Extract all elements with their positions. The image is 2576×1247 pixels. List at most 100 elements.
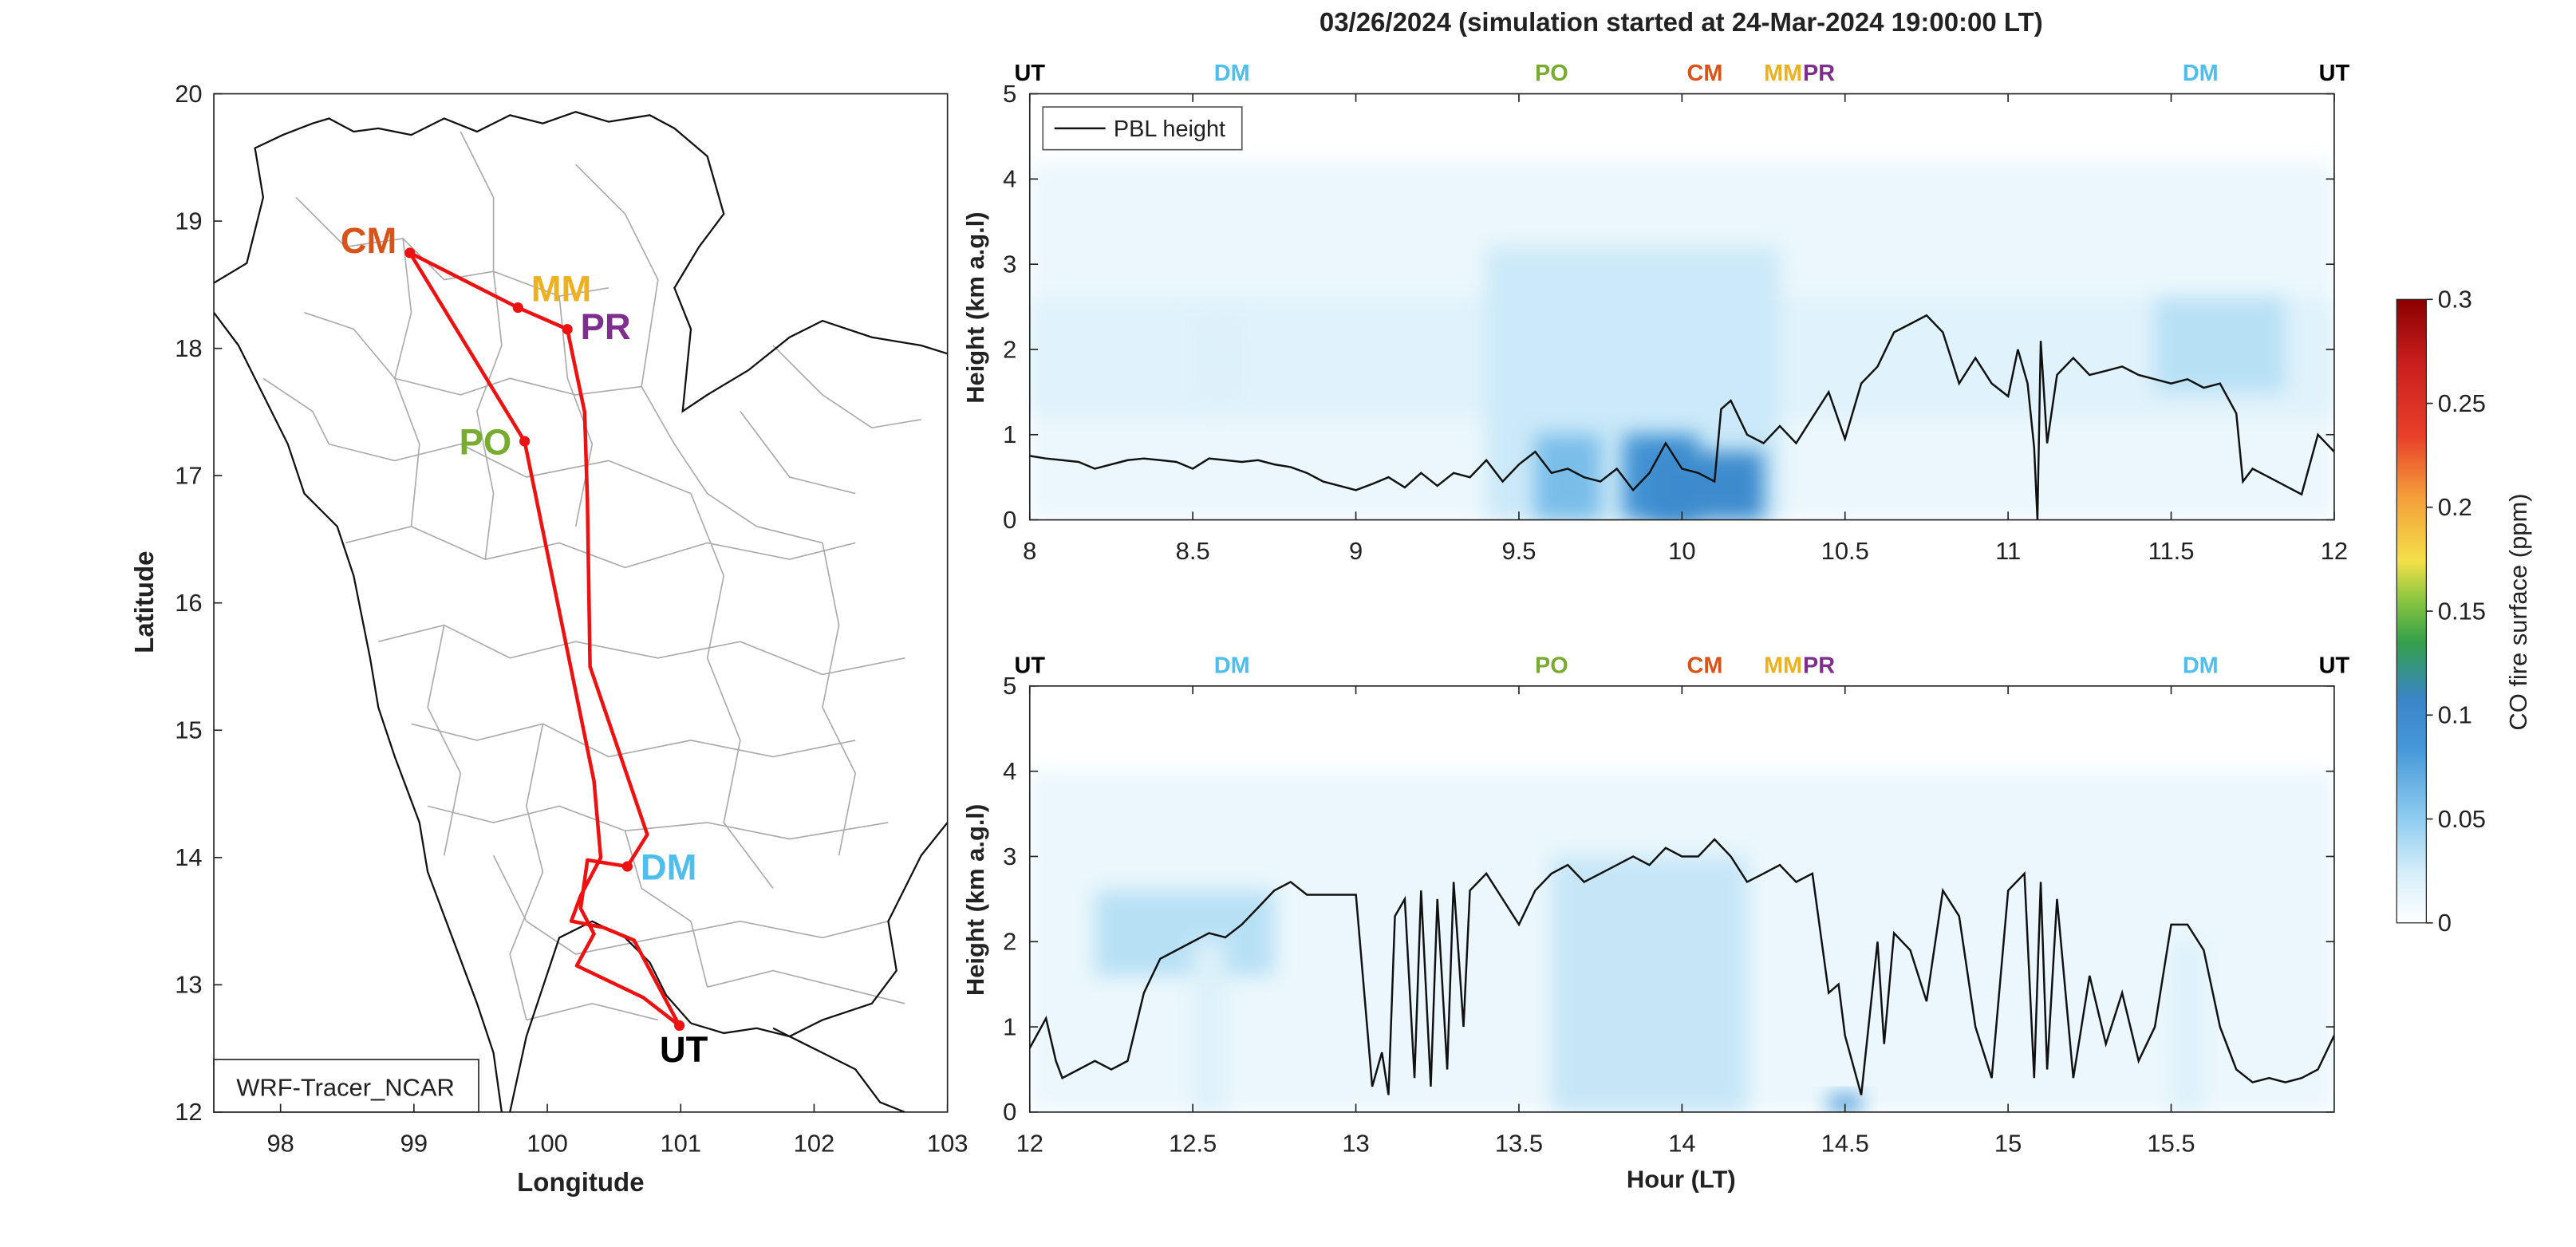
map-xtick-label: 102 bbox=[794, 1129, 835, 1157]
ytick-label: 2 bbox=[1003, 928, 1016, 956]
province-boundaries bbox=[262, 131, 921, 1021]
station-label-mm: MM bbox=[531, 268, 592, 309]
station-marker-dm: DM bbox=[1214, 653, 1250, 678]
co-cell bbox=[1535, 434, 1601, 520]
xtick-label: 9.5 bbox=[1501, 537, 1536, 565]
station-dot-ut bbox=[673, 1020, 685, 1032]
xtick-label: 15 bbox=[1994, 1129, 2022, 1157]
station-marker-pr: PR bbox=[1803, 61, 1835, 86]
map-ytick-label: 13 bbox=[175, 971, 202, 999]
co-cell bbox=[2171, 941, 2204, 1112]
colorbar-tick-label: 0.1 bbox=[2438, 701, 2472, 729]
map-xtick-label: 98 bbox=[266, 1129, 294, 1157]
xtick-label: 8.5 bbox=[1176, 537, 1210, 565]
map-xtick-label: 101 bbox=[660, 1129, 701, 1157]
colorbar-gradient bbox=[2396, 298, 2427, 924]
xtick-label: 14 bbox=[1668, 1129, 1695, 1157]
legend: PBL height bbox=[1042, 106, 1243, 151]
co-cell bbox=[1193, 315, 1242, 401]
map-ylabel: Latitude bbox=[129, 551, 159, 653]
xtick-label: 12 bbox=[1016, 1129, 1043, 1157]
legend-label: PBL height bbox=[1114, 116, 1225, 142]
station-dot-pr bbox=[562, 324, 573, 335]
map-ticks: 98 99 100 101 102 103 12 13 14 15 16 17 18 19 20 bbox=[175, 80, 968, 1158]
xtick-label: 14.5 bbox=[1821, 1129, 1869, 1157]
co-cell bbox=[2155, 298, 2286, 393]
colorbar: 0 0.05 0.1 0.15 0.2 0.25 0.3 CO fire surface (… bbox=[2396, 286, 2532, 937]
xtick-label: 12 bbox=[2321, 537, 2348, 565]
co-cell bbox=[1828, 1095, 1862, 1112]
station-marker-cm: CM bbox=[1687, 653, 1723, 678]
top-station-markers: UT DM PO CM MM PR DM UT bbox=[1015, 61, 2350, 86]
co-cell bbox=[1193, 941, 1226, 1112]
bottom-co-field bbox=[1029, 771, 2334, 1112]
top-pbl-line bbox=[1029, 314, 2334, 520]
ytick-label: 5 bbox=[1003, 672, 1016, 700]
map-ytick-label: 20 bbox=[175, 80, 202, 108]
map-xtick-label: 103 bbox=[927, 1129, 968, 1157]
station-marker-cm: CM bbox=[1687, 61, 1723, 86]
top-ylabel: Height (km a.g.l) bbox=[961, 211, 989, 403]
bottom-xlabel: Hour (LT) bbox=[1627, 1166, 1736, 1194]
colorbar-tick-label: 0 bbox=[2438, 909, 2452, 937]
xtick-label: 13.5 bbox=[1495, 1129, 1543, 1157]
xtick-label: 12.5 bbox=[1169, 1129, 1217, 1157]
bottom-pbl-line bbox=[1029, 838, 2334, 1095]
map-ytick-label: 12 bbox=[175, 1098, 202, 1126]
ytick-label: 3 bbox=[1003, 250, 1016, 278]
ytick-label: 0 bbox=[1003, 1098, 1016, 1126]
map-frame bbox=[213, 93, 949, 1113]
station-marker-dm: DM bbox=[2183, 653, 2219, 678]
colorbar-tick-label: 0.25 bbox=[2438, 389, 2486, 417]
station-marker-po: PO bbox=[1535, 61, 1568, 86]
station-label-cm: CM bbox=[341, 220, 397, 261]
map-xtick-label: 99 bbox=[400, 1129, 428, 1157]
map-ytick-label: 14 bbox=[175, 843, 202, 871]
colorbar-tick-label: 0.15 bbox=[2438, 597, 2486, 625]
map-ytick-label: 18 bbox=[175, 334, 202, 362]
station-dot-mm bbox=[512, 302, 523, 314]
route-line bbox=[408, 251, 681, 1028]
xtick-label: 11.5 bbox=[2148, 537, 2195, 565]
ytick-label: 5 bbox=[1003, 80, 1016, 108]
station-marker-mm: MM bbox=[1764, 61, 1802, 86]
ytick-label: 1 bbox=[1003, 1012, 1016, 1040]
station-dot-cm bbox=[404, 247, 416, 258]
xtick-label: 9 bbox=[1349, 537, 1363, 565]
xtick-label: 13 bbox=[1342, 1129, 1369, 1157]
xtick-label: 8 bbox=[1023, 537, 1036, 565]
map-xlabel: Longitude bbox=[517, 1167, 644, 1197]
co-cell bbox=[1649, 452, 1764, 520]
map-ytick-label: 17 bbox=[175, 461, 202, 489]
station-dots bbox=[404, 247, 685, 1032]
ytick-label: 0 bbox=[1003, 506, 1016, 534]
bottom-station-markers: UT DM PO CM MM PR DM UT bbox=[1015, 653, 2350, 678]
figure-title: 03/26/2024 (simulation started at 24-Mar… bbox=[1320, 7, 2043, 37]
station-marker-po: PO bbox=[1535, 653, 1568, 678]
colorbar-ticks: 0 0.05 0.1 0.15 0.2 0.25 0.3 bbox=[2426, 286, 2486, 937]
ytick-label: 3 bbox=[1003, 843, 1016, 870]
top-co-field bbox=[1029, 162, 2334, 520]
colorbar-tick-label: 0.05 bbox=[2438, 805, 2486, 833]
model-label-box bbox=[213, 1059, 479, 1113]
map-ytick-label: 16 bbox=[175, 589, 202, 617]
station-label-ut: UT bbox=[660, 1029, 708, 1070]
station-marker-ut: UT bbox=[2319, 653, 2350, 678]
station-marker-dm: DM bbox=[2183, 61, 2219, 86]
station-label-pr: PR bbox=[581, 306, 631, 347]
map-ytick-label: 19 bbox=[175, 207, 202, 235]
station-marker-mm: MM bbox=[1764, 653, 1802, 678]
station-marker-ut: UT bbox=[2319, 61, 2350, 86]
co-cell bbox=[1095, 890, 1275, 977]
model-label: WRF-Tracer_NCAR bbox=[236, 1073, 455, 1101]
xtick-label: 10 bbox=[1668, 537, 1695, 565]
colorbar-tick-label: 0.3 bbox=[2438, 286, 2472, 314]
station-marker-ut: UT bbox=[1015, 61, 1046, 86]
